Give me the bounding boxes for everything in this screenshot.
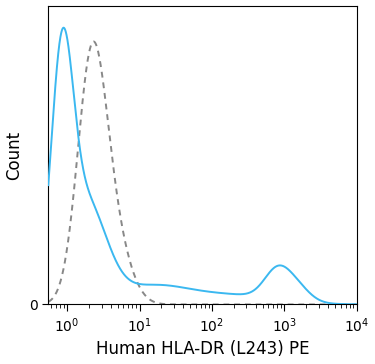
Y-axis label: Count: Count bbox=[6, 130, 24, 179]
X-axis label: Human HLA-DR (L243) PE: Human HLA-DR (L243) PE bbox=[96, 340, 309, 359]
